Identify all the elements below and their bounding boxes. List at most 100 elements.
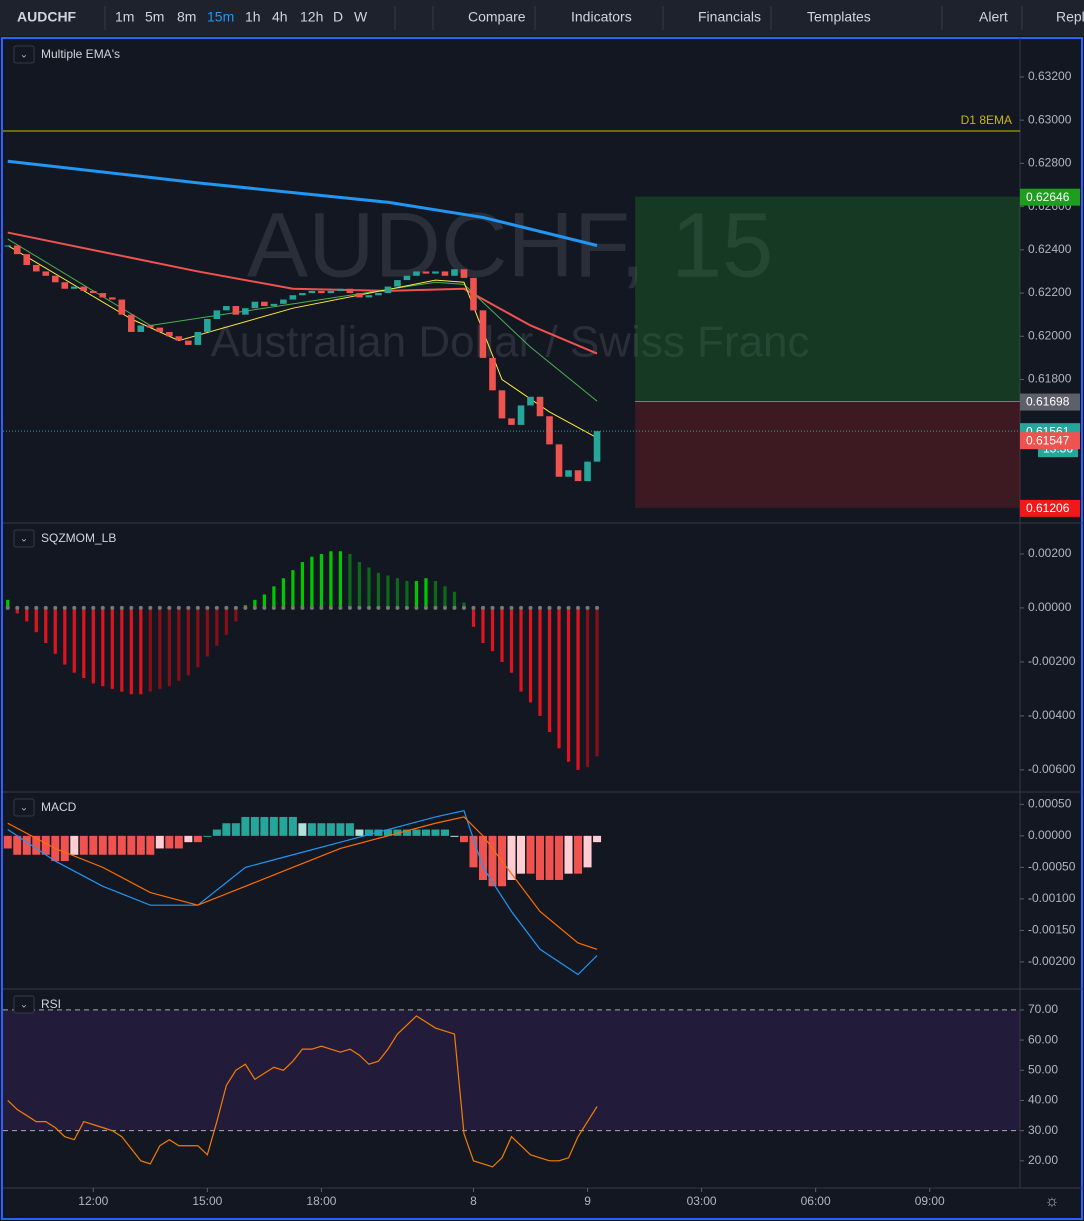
momentum-bar [167, 607, 171, 687]
squeeze-dot [452, 605, 457, 610]
time-tick-label: 15:00 [192, 1194, 222, 1208]
collapse-button[interactable] [13, 529, 35, 548]
candle [536, 396, 544, 417]
candle [546, 416, 553, 445]
price-tick-label: 60.00 [1028, 1032, 1058, 1046]
macd-histogram [193, 835, 202, 843]
momentum-bar [367, 567, 371, 608]
squeeze-dot [319, 605, 324, 610]
collapse-icon[interactable]: ⌄ [20, 534, 28, 545]
toolbar-button[interactable]: Compare [468, 9, 526, 25]
interval[interactable]: 8m [177, 9, 196, 25]
momentum-bar [91, 607, 95, 684]
macd-histogram [345, 823, 354, 836]
squeeze-dot [576, 605, 581, 610]
interval[interactable]: 4h [272, 9, 288, 25]
interval[interactable]: W [354, 9, 368, 25]
interval[interactable]: 5m [145, 9, 164, 25]
macd-histogram [488, 835, 497, 887]
price-label-box [1020, 393, 1080, 411]
interval[interactable]: 12h [300, 9, 323, 25]
collapse-button[interactable] [13, 995, 35, 1014]
candle [261, 301, 268, 307]
macd-histogram [241, 816, 250, 836]
interval[interactable]: 1m [115, 9, 134, 25]
macd-histogram [526, 835, 535, 874]
price-tick-label: 20.00 [1028, 1153, 1058, 1167]
macd-histogram [250, 816, 259, 836]
momentum-bar [386, 575, 390, 608]
candle [166, 331, 173, 337]
candle [460, 269, 468, 278]
price-label: 0.61206 [1026, 501, 1070, 515]
price-tick-label: 0.00000 [1028, 828, 1072, 842]
toolbar-button[interactable]: Financials [698, 9, 761, 25]
price-tick-label: -0.00200 [1028, 654, 1076, 668]
candle [318, 290, 325, 294]
squeeze-dot [262, 605, 267, 610]
time-tick-label: 9 [584, 1194, 591, 1208]
toolbar-button[interactable]: Alert [979, 9, 1008, 25]
macd-histogram [298, 823, 307, 836]
squeeze-dot [338, 605, 343, 610]
macd-histogram [355, 829, 364, 836]
candle [413, 271, 420, 276]
interval[interactable]: 15m [207, 9, 234, 25]
macd-histogram [536, 835, 545, 880]
time-tick-label: 18:00 [306, 1194, 336, 1208]
squeeze-dot [205, 605, 210, 610]
squeeze-dot [62, 605, 67, 610]
toolbar-button[interactable]: Indicators [571, 9, 632, 25]
symbol[interactable]: AUDCHF [17, 9, 77, 25]
price-tick-label: 0.62200 [1028, 285, 1072, 299]
pane-title: MACD [41, 800, 77, 814]
candle [109, 297, 116, 300]
squeeze-dot [138, 605, 143, 610]
collapse-icon[interactable]: ⌄ [20, 803, 28, 814]
price-tick-label: -0.00050 [1028, 860, 1076, 874]
momentum-bar [528, 607, 533, 703]
squeeze-dot [376, 605, 381, 610]
momentum-bar [139, 607, 143, 695]
squeeze-dot [385, 605, 390, 610]
toolbar-button[interactable]: Templates [807, 9, 871, 25]
price-tick-label: 0.62800 [1028, 156, 1072, 170]
candle [156, 327, 164, 332]
squeeze-dot [433, 605, 438, 610]
squeeze-dot [119, 605, 124, 610]
interval[interactable]: 1h [245, 9, 261, 25]
macd-histogram [203, 835, 212, 837]
macd-histogram [22, 835, 31, 855]
momentum-bar [272, 586, 276, 608]
momentum-bar [253, 599, 257, 608]
collapse-button[interactable] [13, 45, 35, 64]
squeeze-dot [499, 605, 504, 610]
settings-icon[interactable]: ☼ [1045, 1193, 1060, 1210]
candle [394, 280, 401, 287]
candle [375, 293, 382, 296]
toolbar-button[interactable]: Repl [1056, 9, 1084, 25]
collapse-icon[interactable]: ⌄ [20, 50, 28, 61]
squeeze-dot [214, 605, 219, 610]
macd-histogram [317, 823, 326, 836]
candle [422, 271, 430, 274]
momentum-bar [433, 580, 438, 608]
momentum-bar [148, 607, 152, 692]
collapse-button[interactable] [13, 798, 35, 817]
squeeze-dot [442, 605, 447, 610]
macd-histogram [269, 816, 278, 836]
candle [479, 310, 487, 358]
candle [137, 325, 145, 332]
price-label: 0.61698 [1026, 395, 1070, 409]
candle [4, 245, 12, 247]
candle [498, 390, 506, 419]
interval[interactable]: D [333, 9, 343, 25]
price-tick-label: 0.62000 [1028, 328, 1072, 342]
candle [32, 264, 40, 272]
momentum-bar [291, 570, 295, 608]
momentum-bar [395, 578, 400, 608]
macd-histogram [593, 835, 602, 843]
squeeze-dot [595, 605, 600, 610]
collapse-icon[interactable]: ⌄ [20, 1000, 28, 1011]
candle [194, 331, 202, 345]
